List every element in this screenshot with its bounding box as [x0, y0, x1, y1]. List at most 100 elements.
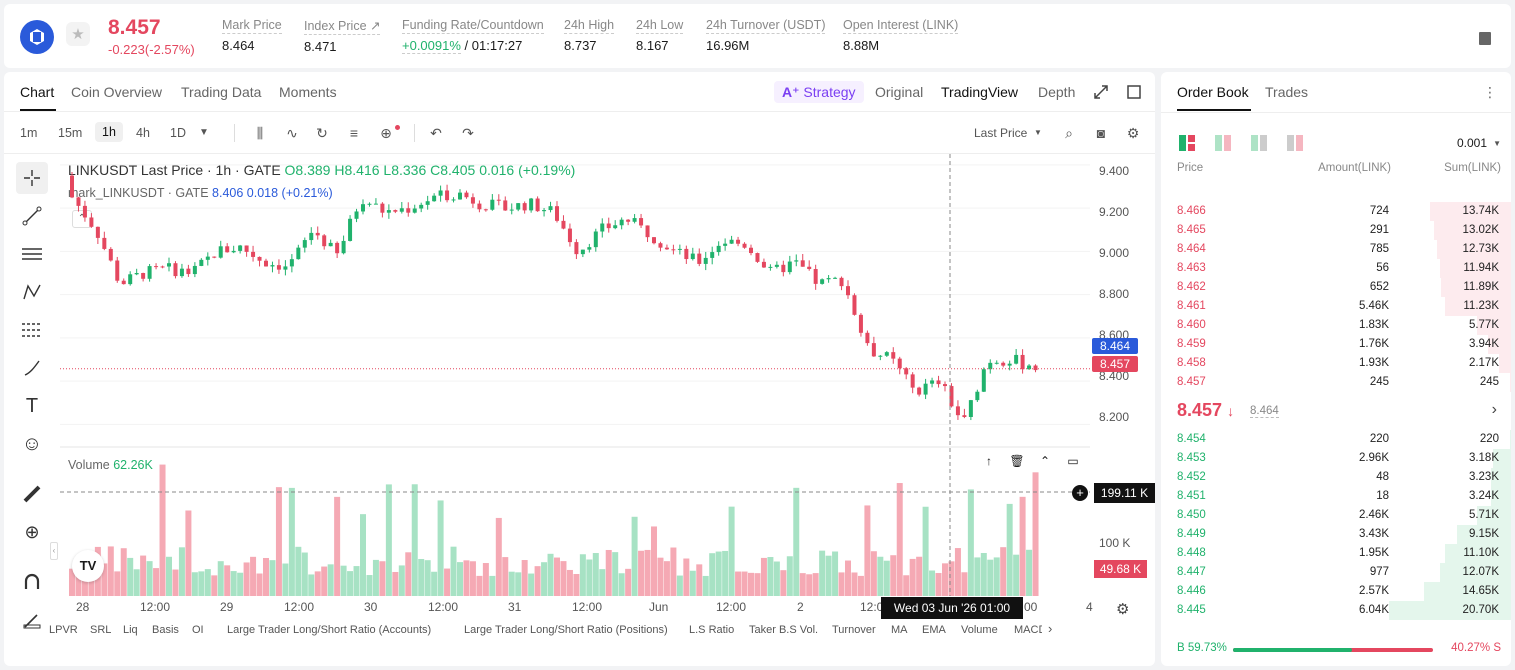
- add-plus-icon[interactable]: +: [1072, 485, 1088, 501]
- ask-row[interactable]: 8.462 652 11.89K: [1161, 278, 1511, 297]
- favorite-star-icon[interactable]: ★: [66, 22, 90, 46]
- chevron-down-icon[interactable]: ▼: [199, 127, 209, 138]
- tab-chart[interactable]: Chart: [20, 84, 55, 100]
- search-icon[interactable]: ⌕: [1065, 125, 1073, 141]
- layout-both-icon[interactable]: [1179, 135, 1195, 151]
- ask-row[interactable]: 8.466 724 13.74K: [1161, 202, 1511, 221]
- timeframe-1m[interactable]: 1m: [20, 126, 38, 140]
- indicator-item[interactable]: Volume: [961, 624, 998, 636]
- ask-row[interactable]: 8.463 56 11.94K: [1161, 259, 1511, 278]
- bid-row[interactable]: 8.453 2.96K 3.18K: [1161, 449, 1511, 468]
- timeframe-1d[interactable]: 1D: [170, 126, 186, 140]
- trend-line-tool-icon[interactable]: [16, 200, 48, 232]
- pane-move-up-icon[interactable]: ↑: [986, 454, 992, 468]
- scroll-left-handle[interactable]: ‹: [50, 542, 58, 560]
- layout-asks-icon[interactable]: [1287, 135, 1303, 151]
- bid-row[interactable]: 8.446 2.57K 14.65K: [1161, 582, 1511, 601]
- magnet-icon[interactable]: [16, 566, 48, 598]
- bid-row[interactable]: 8.454 220 220: [1161, 430, 1511, 449]
- pane-delete-icon[interactable]: 🗑: [1009, 454, 1025, 468]
- bid-row[interactable]: 8.452 48 3.23K: [1161, 468, 1511, 487]
- indicator-item[interactable]: Large Trader Long/Short Ratio (Positions…: [464, 624, 668, 636]
- price-axis[interactable]: 9.400 9.200 9.000 8.800 8.600 8.400 8.20…: [1099, 164, 1131, 550]
- redo-icon[interactable]: ↷: [462, 125, 474, 141]
- replay-icon[interactable]: ↻: [316, 125, 328, 141]
- indicator-item[interactable]: MACD: [1014, 624, 1042, 636]
- tab-trades[interactable]: Trades: [1265, 84, 1309, 100]
- bid-row[interactable]: 8.449 3.43K 9.15K: [1161, 525, 1511, 544]
- indicator-item[interactable]: EMA: [922, 624, 946, 636]
- precision-select[interactable]: 0.001: [1456, 136, 1487, 150]
- pane-maximize-icon[interactable]: ▭: [1067, 454, 1079, 468]
- view-depth[interactable]: Depth: [1038, 84, 1076, 100]
- indicators-icon[interactable]: ∿: [286, 125, 298, 141]
- expand-icon[interactable]: [1094, 85, 1108, 99]
- indicator-item[interactable]: Turnover: [832, 624, 876, 636]
- price-type-select[interactable]: Last Price: [974, 126, 1028, 140]
- crosshair-tool-icon[interactable]: [16, 162, 48, 194]
- pattern-tool-icon[interactable]: [16, 276, 48, 308]
- indicator-item[interactable]: L.S Ratio: [689, 624, 735, 636]
- indicator-item[interactable]: SRL: [90, 624, 112, 636]
- more-vertical-icon[interactable]: ⋮: [1483, 84, 1497, 100]
- view-original[interactable]: Original: [875, 84, 924, 100]
- zoom-in-icon[interactable]: ⊕: [24, 521, 40, 542]
- ask-row[interactable]: 8.457 245 245: [1161, 373, 1511, 392]
- stat-funding-rate[interactable]: Funding Rate/Countdown +0.0091% / 01:17:…: [402, 18, 544, 54]
- contract-info-icon[interactable]: [1479, 32, 1491, 45]
- stat-mark-price[interactable]: Mark Price 8.464: [222, 18, 282, 53]
- caret-down-icon[interactable]: ▼: [1493, 139, 1501, 148]
- indicator-item[interactable]: Taker B.S Vol.: [749, 624, 819, 636]
- indicator-item[interactable]: Basis: [152, 624, 179, 636]
- indicator-item[interactable]: LPVR: [49, 624, 78, 636]
- stat-index-price[interactable]: Index Price ↗ 8.471: [304, 19, 381, 54]
- brush-tool-icon[interactable]: [16, 352, 48, 384]
- ask-row[interactable]: 8.465 291 13.02K: [1161, 221, 1511, 240]
- indicator-item[interactable]: MA: [891, 624, 908, 636]
- strategy-button[interactable]: A⁺ Strategy: [774, 81, 864, 103]
- add-icon[interactable]: ⊕: [380, 125, 392, 141]
- layout-split-icon[interactable]: [1215, 135, 1231, 151]
- ask-row[interactable]: 8.464 785 12.73K: [1161, 240, 1511, 259]
- indicator-item[interactable]: Liq: [123, 624, 138, 636]
- ask-row[interactable]: 8.460 1.83K 5.77K: [1161, 316, 1511, 335]
- emoji-tool-icon[interactable]: ☺: [21, 432, 43, 455]
- tab-moments[interactable]: Moments: [279, 84, 337, 100]
- bid-row[interactable]: 8.448 1.95K 11.10K: [1161, 544, 1511, 563]
- caret-down-icon[interactable]: ▼: [1034, 128, 1042, 137]
- tab-order-book[interactable]: Order Book: [1177, 84, 1249, 100]
- undo-icon[interactable]: ↶: [430, 125, 442, 141]
- view-tradingview[interactable]: TradingView: [941, 84, 1019, 100]
- ask-row[interactable]: 8.458 1.93K 2.17K: [1161, 354, 1511, 373]
- tradingview-logo[interactable]: TV: [72, 550, 104, 582]
- ruler-tool-icon[interactable]: [16, 478, 48, 510]
- layout-bids-icon[interactable]: [1251, 135, 1267, 151]
- pencil-lock-icon[interactable]: [16, 604, 48, 636]
- window-icon[interactable]: [1127, 85, 1141, 99]
- bid-row[interactable]: 8.450 2.46K 5.71K: [1161, 506, 1511, 525]
- timeframe-15m[interactable]: 15m: [58, 126, 83, 140]
- templates-icon[interactable]: ≡: [349, 125, 359, 141]
- timeframe-1h[interactable]: 1h: [95, 122, 123, 142]
- chevron-right-icon[interactable]: ›: [1491, 401, 1497, 418]
- pane-collapse-icon[interactable]: ⌃: [1039, 454, 1051, 468]
- ask-row[interactable]: 8.461 5.46K 11.23K: [1161, 297, 1511, 316]
- horizontal-lines-tool-icon[interactable]: [16, 238, 48, 270]
- candle-type-icon[interactable]: ⫼: [256, 125, 264, 141]
- bid-row[interactable]: 8.451 18 3.24K: [1161, 487, 1511, 506]
- time-axis[interactable]: 28 12:00 29 12:00 30 12:00 31 12:00 Jun …: [76, 600, 1093, 614]
- timeframe-4h[interactable]: 4h: [136, 126, 150, 140]
- settings-gear-icon[interactable]: ⚙: [1126, 125, 1140, 141]
- indicator-item[interactable]: OI: [192, 624, 204, 636]
- text-tool-icon[interactable]: T: [25, 394, 39, 417]
- tab-trading-data[interactable]: Trading Data: [181, 84, 262, 100]
- indicator-item[interactable]: Large Trader Long/Short Ratio (Accounts): [227, 624, 432, 636]
- bid-row[interactable]: 8.445 6.04K 20.70K: [1161, 601, 1511, 620]
- chevron-right-icon[interactable]: ›: [1048, 621, 1053, 636]
- tab-coin-overview[interactable]: Coin Overview: [71, 84, 163, 100]
- fib-tool-icon[interactable]: [16, 314, 48, 346]
- time-axis-settings-icon[interactable]: ⚙: [1116, 601, 1130, 618]
- candlestick-chart[interactable]: [60, 154, 1090, 596]
- ask-row[interactable]: 8.459 1.76K 3.94K: [1161, 335, 1511, 354]
- bid-row[interactable]: 8.447 977 12.07K: [1161, 563, 1511, 582]
